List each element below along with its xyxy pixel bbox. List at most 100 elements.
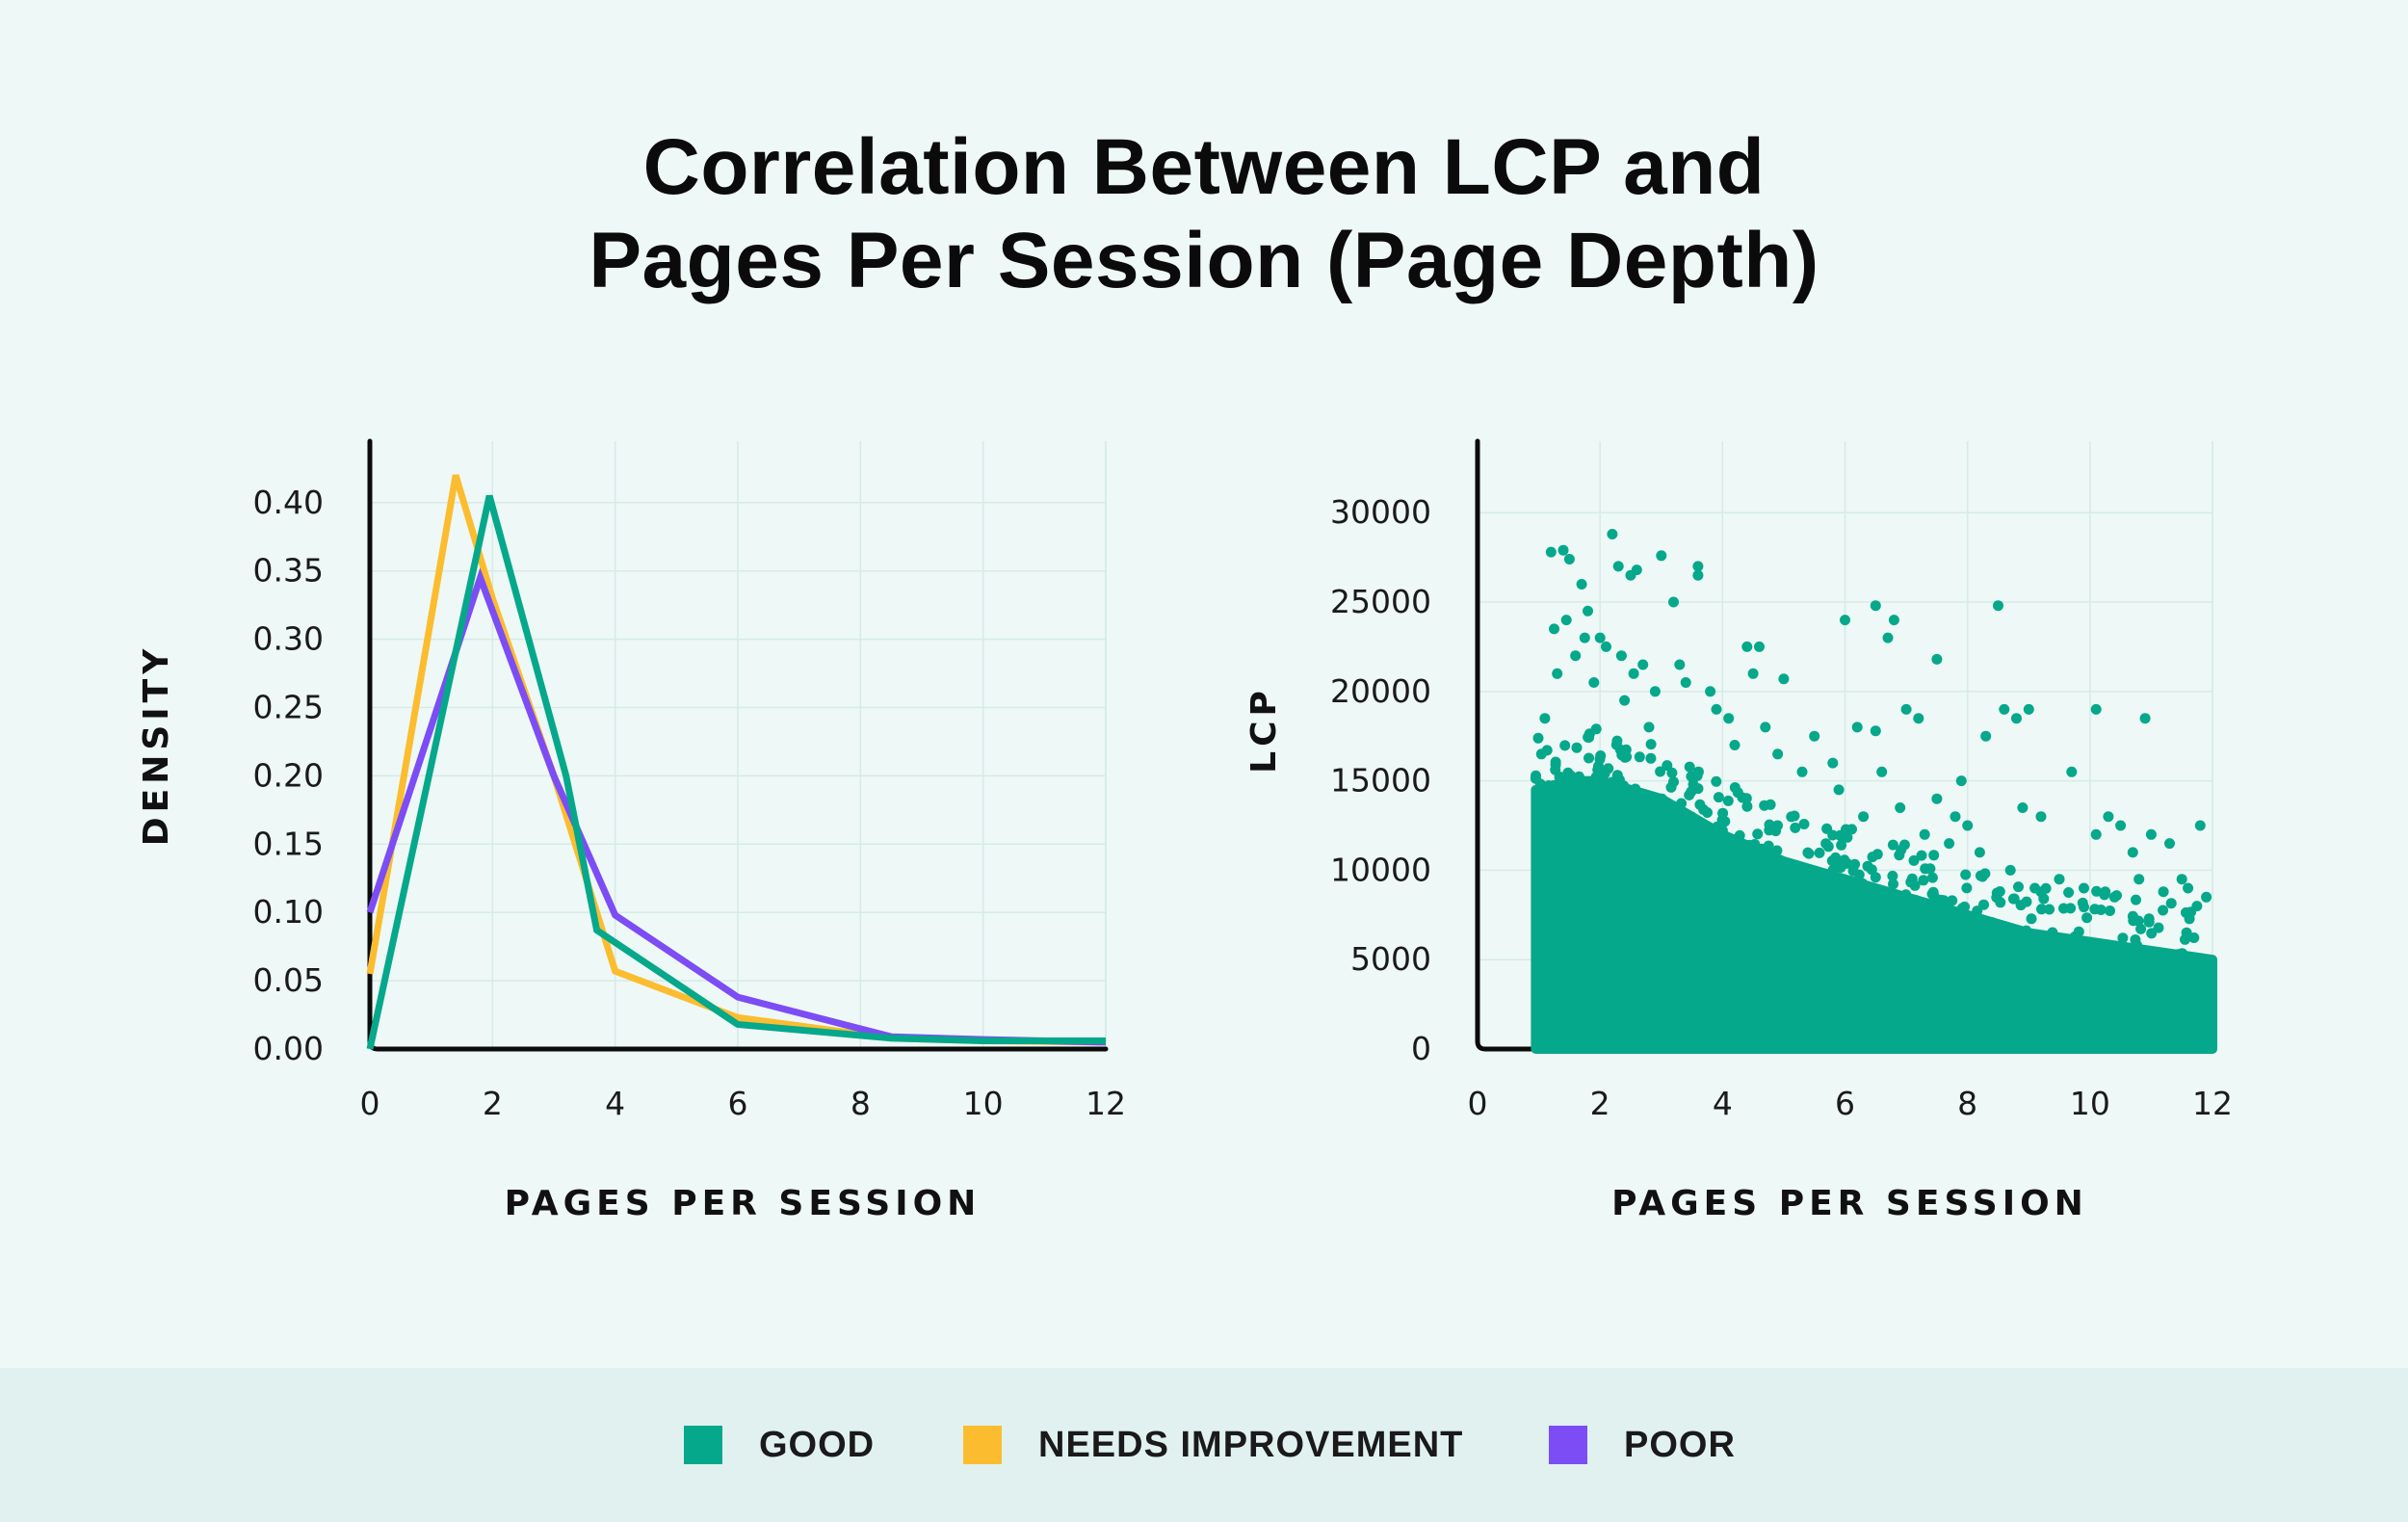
scatter-point bbox=[1821, 823, 1833, 834]
scatter-point bbox=[1734, 829, 1745, 841]
scatter-point bbox=[1908, 854, 1920, 866]
legend-item-poor: POOR bbox=[1549, 1424, 1736, 1466]
scatter-point bbox=[2158, 886, 2169, 898]
scatter-point bbox=[1944, 917, 1955, 929]
scatter-point bbox=[1986, 917, 1998, 928]
scatter-point bbox=[1796, 766, 1808, 777]
scatter-point bbox=[2191, 901, 2203, 912]
scatter-point bbox=[1951, 910, 1963, 922]
scatter-point bbox=[1583, 605, 1593, 617]
scatter-point bbox=[2023, 703, 2034, 715]
legend-swatch-good bbox=[684, 1426, 722, 1464]
scatter-point bbox=[1612, 561, 1624, 572]
scatter-point bbox=[1765, 799, 1776, 810]
scatter-point bbox=[1662, 760, 1673, 772]
scatter-point bbox=[1830, 852, 1842, 863]
scatter-point bbox=[1722, 795, 1734, 806]
scatter-point bbox=[1814, 847, 1825, 858]
scatter-point bbox=[1723, 713, 1735, 724]
scatter-point bbox=[1550, 759, 1561, 771]
scatter-point bbox=[2071, 947, 2082, 958]
scatter-point bbox=[2036, 904, 2047, 915]
scatter-point bbox=[1583, 731, 1594, 743]
x-tick-label: 12 bbox=[1086, 1085, 1126, 1122]
scatter-point bbox=[1607, 529, 1618, 539]
scatter-point bbox=[1895, 802, 1906, 813]
scatter-point bbox=[1588, 677, 1600, 688]
scatter-point bbox=[1993, 600, 2003, 612]
scatter-point bbox=[1594, 632, 1606, 643]
scatter-point bbox=[1771, 845, 1783, 856]
scatter-point bbox=[1995, 897, 2006, 908]
scatter-point bbox=[1898, 839, 1910, 851]
scatter-point bbox=[2145, 828, 2157, 840]
scatter-point bbox=[2139, 713, 2151, 724]
scatter-point bbox=[1575, 788, 1586, 800]
scatter-point bbox=[1711, 775, 1722, 787]
scatter-point bbox=[2159, 953, 2171, 964]
scatter-point bbox=[1590, 723, 1602, 735]
scatter-point bbox=[1931, 793, 1943, 804]
scatter-point bbox=[1741, 800, 1753, 812]
scatter-point bbox=[2062, 934, 2073, 946]
scatter-point bbox=[2108, 891, 2120, 903]
x-tick-label: 0 bbox=[360, 1085, 380, 1122]
scatter-point bbox=[1655, 766, 1666, 777]
scatter-point bbox=[2089, 954, 2101, 965]
scatter-point bbox=[1931, 653, 1943, 665]
x-tick-label: 2 bbox=[1590, 1085, 1610, 1122]
scatter-point bbox=[1999, 703, 2010, 715]
scatter-point bbox=[1649, 686, 1661, 697]
y-tick-label: 0.25 bbox=[253, 689, 324, 726]
scatter-point bbox=[1803, 878, 1815, 889]
scatter-point bbox=[1716, 814, 1728, 826]
scatter-point bbox=[1809, 730, 1820, 742]
scatter-point bbox=[2029, 882, 2041, 894]
legend-item-good: GOOD bbox=[684, 1424, 875, 1466]
scatter-point bbox=[1851, 722, 1863, 733]
scatter-point bbox=[2099, 889, 2110, 901]
scatter-point bbox=[1668, 776, 1679, 788]
scatter-point bbox=[1827, 864, 1839, 876]
scatter-point bbox=[1888, 615, 1899, 626]
scatter-point bbox=[2188, 932, 2200, 943]
scatter-point bbox=[2103, 811, 2114, 823]
scatter-point bbox=[1882, 890, 1893, 902]
scatter-point bbox=[1798, 819, 1810, 829]
scatter-point bbox=[1752, 828, 1764, 840]
scatter-point bbox=[2173, 971, 2185, 983]
scatter-point bbox=[1557, 544, 1569, 556]
scatter-point bbox=[1975, 870, 1986, 881]
scatter-point bbox=[1930, 922, 1942, 933]
scatter-point bbox=[2017, 802, 2028, 813]
scatter-point bbox=[1870, 725, 1881, 737]
scatter-point bbox=[1803, 848, 1815, 859]
scatter-point bbox=[1620, 804, 1632, 816]
scatter-point bbox=[1631, 796, 1642, 807]
y-tick-label: 15000 bbox=[1330, 762, 1431, 800]
scatter-point bbox=[2139, 958, 2151, 970]
scatter-point bbox=[2026, 938, 2037, 950]
scatter-point bbox=[1820, 838, 1832, 850]
scatter-point bbox=[2143, 913, 2155, 925]
scatter-point bbox=[2127, 847, 2138, 858]
scatter-point bbox=[2201, 891, 2212, 903]
scatter-point bbox=[1743, 839, 1755, 851]
scatter-point bbox=[1840, 615, 1850, 626]
scatter-point bbox=[1894, 891, 1905, 903]
scatter-point bbox=[1836, 839, 1847, 851]
scatter-point bbox=[1832, 877, 1843, 888]
scatter-point bbox=[1643, 812, 1655, 824]
scatter-point bbox=[2183, 882, 2194, 894]
scatter-point bbox=[1841, 896, 1852, 907]
scatter-point bbox=[1530, 773, 1541, 784]
scatter-point bbox=[1910, 895, 1922, 905]
scatter-point bbox=[1728, 847, 1740, 858]
x-tick-label: 4 bbox=[605, 1085, 625, 1122]
scatter-point bbox=[1857, 878, 1869, 889]
scatter-point bbox=[1833, 784, 1845, 796]
scatter-point bbox=[1950, 811, 1961, 823]
scatter-point bbox=[1947, 895, 1958, 906]
scatter-point bbox=[2047, 927, 2058, 938]
y-axis-title: LCP bbox=[1244, 686, 1284, 774]
